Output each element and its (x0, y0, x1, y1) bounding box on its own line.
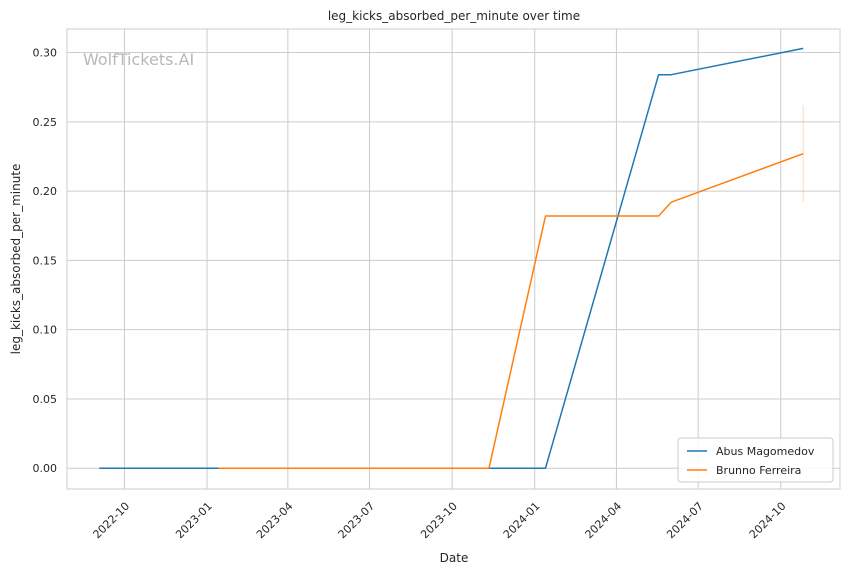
x-tick-label: 2024-01 (501, 500, 543, 542)
y-tick-label: 0.10 (33, 324, 58, 337)
x-tick-label: 2023-10 (418, 500, 460, 542)
y-tick-label: 0.30 (33, 47, 58, 60)
watermark: WolfTickets.AI (83, 50, 194, 69)
y-axis-title: leg_kicks_absorbed_per_minute (9, 164, 23, 355)
legend-box (677, 437, 834, 483)
x-tick-label: 2024-10 (747, 500, 789, 542)
legend: Abus Magomedov Brunno Ferreira (677, 437, 834, 483)
series-line-2 (218, 152, 804, 469)
plot-frame (66, 28, 841, 490)
y-tick-label: 0.25 (33, 116, 58, 129)
x-tick-label: 2024-04 (583, 500, 625, 542)
x-tick-label: 2023-07 (336, 500, 378, 542)
x-tick-label: 2022-10 (91, 500, 133, 542)
y-tick-label: 0.15 (33, 254, 58, 267)
plot-area: 2022-10 2023-01 2023-04 2023-07 2023-10 2024-… (33, 28, 841, 542)
x-axis-title: Date (440, 551, 469, 565)
y-tick-label: 0.20 (33, 185, 58, 198)
chart-title: leg_kicks_absorbed_per_minute over time (328, 9, 580, 23)
legend-entry: Brunno Ferreira (716, 464, 801, 477)
x-tick-label: 2024-07 (664, 500, 706, 542)
x-tick-label: 2023-04 (254, 500, 296, 542)
series-line-1 (99, 47, 804, 469)
x-tick-label: 2023-01 (173, 500, 215, 542)
legend-entry: Abus Magomedov (716, 445, 815, 458)
y-tick-label: 0.05 (33, 393, 58, 406)
y-tick-label: 0.00 (33, 462, 58, 475)
